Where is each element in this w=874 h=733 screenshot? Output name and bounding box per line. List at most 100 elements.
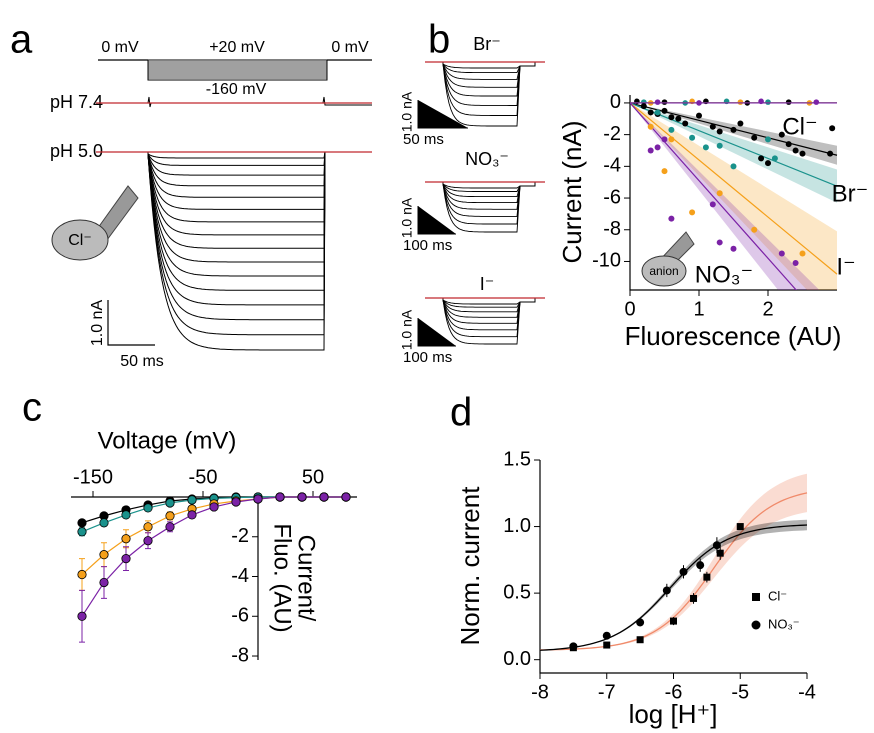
trace <box>425 297 545 308</box>
y-tick-label: -8 <box>231 644 249 666</box>
point <box>716 128 723 135</box>
trace <box>96 151 372 306</box>
control-point <box>661 99 668 105</box>
point <box>716 239 723 246</box>
trace <box>425 181 545 217</box>
point <box>668 215 675 222</box>
ion-label: I⁻ <box>480 274 495 294</box>
point <box>297 492 307 502</box>
point <box>799 150 806 157</box>
x-tick-label: 0 <box>624 298 635 320</box>
trace <box>425 61 545 127</box>
trace <box>96 151 372 321</box>
trace <box>96 151 372 210</box>
control-point <box>785 99 792 105</box>
icon-label: anion <box>649 264 678 278</box>
series-label: NO₃⁻ <box>695 261 753 288</box>
series-label: I⁻ <box>836 253 855 280</box>
fit-band <box>630 102 837 290</box>
point <box>778 131 785 138</box>
point <box>785 141 792 148</box>
point <box>689 209 696 216</box>
point <box>99 577 109 588</box>
point <box>690 594 698 602</box>
trace <box>96 151 372 236</box>
point <box>709 201 716 208</box>
point <box>765 136 771 143</box>
point <box>751 226 758 233</box>
x-tick-label: -4 <box>798 681 816 703</box>
y-tick-label: -2 <box>231 525 249 547</box>
trace <box>425 61 545 69</box>
series-label: Cl⁻ <box>782 113 817 140</box>
y-tick-label: -4 <box>231 565 249 587</box>
point <box>77 527 87 537</box>
traces-a <box>96 96 372 351</box>
point <box>121 510 131 520</box>
trace <box>96 151 372 263</box>
x-tick-label: -5 <box>731 681 749 703</box>
scale-time: 100 ms <box>403 237 452 254</box>
point <box>662 586 671 595</box>
control-point <box>737 99 744 105</box>
cell-icon <box>641 255 687 287</box>
trace <box>425 181 545 189</box>
control-point <box>654 99 661 105</box>
scale-time: 50 ms <box>120 353 164 370</box>
point <box>143 522 153 532</box>
scale-current: 1.0 nA <box>89 300 106 347</box>
protocol-label: 0 mV <box>101 39 139 56</box>
trace <box>425 181 545 198</box>
point <box>647 109 654 116</box>
point <box>602 631 611 640</box>
point <box>569 642 578 651</box>
trace-inset <box>417 181 545 235</box>
trace <box>425 297 545 318</box>
legend-label: NO₃⁻ <box>768 616 800 631</box>
y-tick-label: -2 <box>603 123 621 145</box>
y-tick-label: 0.0 <box>503 648 531 670</box>
point <box>792 147 799 154</box>
point <box>209 502 219 512</box>
trace <box>425 181 545 233</box>
point <box>165 498 175 508</box>
trace <box>425 181 545 204</box>
point <box>661 136 668 143</box>
y-tick-label: -10 <box>592 250 621 272</box>
condition-label: pH 7.4 <box>50 92 103 112</box>
protocol-label: -160 mV <box>206 81 267 98</box>
trace <box>425 61 545 88</box>
point <box>647 147 654 154</box>
point <box>668 136 675 143</box>
trace <box>96 151 372 176</box>
y-axis-title: Fluo. (AU) <box>269 523 296 632</box>
scale-bar <box>417 206 456 235</box>
trace <box>425 297 545 313</box>
scale-bar <box>417 100 468 129</box>
point <box>716 142 723 149</box>
panel-label: c <box>22 386 42 430</box>
y-axis-title: Current/ <box>293 535 320 622</box>
trace <box>96 96 372 108</box>
point <box>716 549 724 557</box>
x-axis-title: log [H⁺] <box>629 699 718 729</box>
point <box>275 492 285 502</box>
point <box>99 550 109 560</box>
point <box>661 107 668 114</box>
point <box>187 495 197 505</box>
point <box>778 250 785 257</box>
point <box>765 160 771 167</box>
point <box>77 518 87 528</box>
point <box>647 123 654 130</box>
point <box>703 573 711 581</box>
x-tick-label: 2 <box>762 298 773 320</box>
fit-line <box>630 102 838 187</box>
point <box>661 168 668 175</box>
scale-bar <box>107 300 155 346</box>
trace <box>425 181 545 225</box>
x-tick-label: -50 <box>189 466 218 488</box>
ion-label: Cl⁻ <box>68 232 92 249</box>
y-axis-title: Current (nA) <box>557 120 587 263</box>
x-tick-label: -150 <box>73 466 113 488</box>
